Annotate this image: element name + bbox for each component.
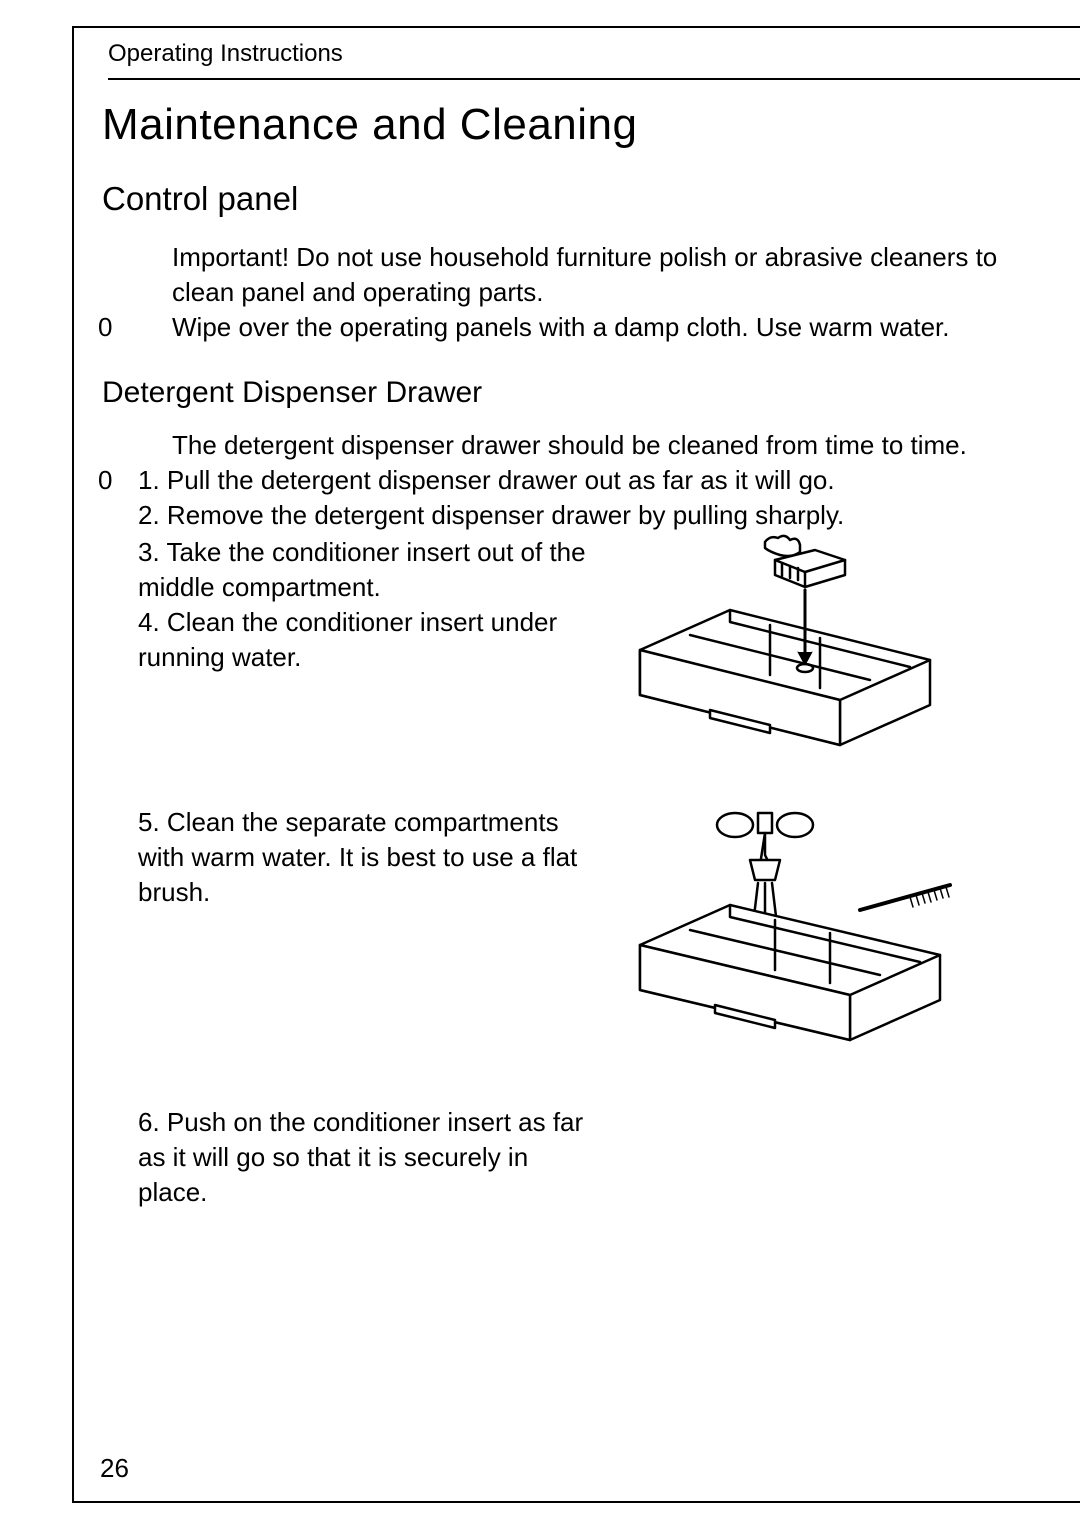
step-3-num: 3. [138, 537, 160, 567]
header-rule [108, 78, 1080, 80]
main-title: Maintenance and Cleaning [102, 100, 638, 150]
step-2: 2. Remove the detergent dispenser drawer… [138, 500, 1060, 531]
step-6-text: Push on the conditioner insert as far as… [138, 1107, 583, 1207]
step-4-text: Clean the conditioner insert under runni… [138, 607, 557, 672]
bullet-marker-1: 0 [98, 312, 112, 343]
important-body: Do not use household furniture polish or… [172, 242, 997, 307]
important-label: Important! [172, 242, 289, 272]
wipe-instruction: Wipe over the operating panels with a da… [172, 312, 1060, 343]
drawer-cleaning-illustration [620, 805, 970, 1065]
step-1-text: Pull the detergent dispenser drawer out … [167, 465, 835, 495]
header-text: Operating Instructions [108, 40, 343, 68]
step-5-text: Clean the separate compartments with war… [138, 807, 577, 907]
section-2-title: Detergent Dispenser Drawer [102, 376, 482, 410]
step-4-num: 4. [138, 607, 160, 637]
step-4: 4. Clean the conditioner insert under ru… [138, 605, 598, 675]
bullet-marker-2: 0 [98, 465, 112, 496]
drawer-remove-insert-illustration [620, 530, 960, 780]
step-1-num: 1. [138, 465, 160, 495]
step-2-num: 2. [138, 500, 160, 530]
section-1-title: Control panel [102, 180, 298, 218]
step-6-num: 6. [138, 1107, 160, 1137]
step-3: 3. Take the conditioner insert out of th… [138, 535, 598, 605]
step-2-text: Remove the detergent dispenser drawer by… [167, 500, 844, 530]
step-6: 6. Push on the conditioner insert as far… [138, 1105, 598, 1210]
section-2-intro: The detergent dispenser drawer should be… [172, 430, 1060, 461]
step-3-text: Take the conditioner insert out of the m… [138, 537, 586, 602]
step-5-num: 5. [138, 807, 160, 837]
important-paragraph: Important! Do not use household furnitur… [172, 240, 1060, 310]
step-1: 1. Pull the detergent dispenser drawer o… [138, 465, 1060, 496]
step-5: 5. Clean the separate compartments with … [138, 805, 598, 910]
page-number: 26 [100, 1453, 129, 1484]
